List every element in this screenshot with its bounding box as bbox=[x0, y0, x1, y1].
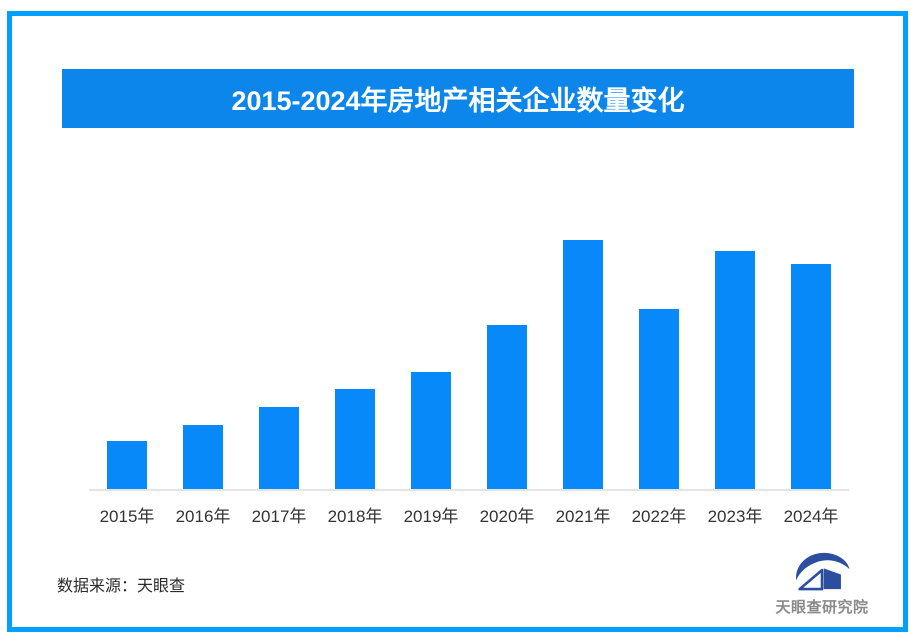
bar-cell bbox=[89, 200, 165, 489]
data-source-note: 数据来源：天眼查 bbox=[57, 578, 186, 595]
bar-2019年 bbox=[411, 372, 451, 489]
bar-cell bbox=[621, 200, 697, 489]
bar-2015年 bbox=[107, 441, 147, 489]
x-axis-line bbox=[89, 489, 849, 491]
x-axis-labels: 2015年 2016年 2017年 2018年 2019年 2020年 2021年 2022年… bbox=[89, 502, 849, 527]
title-banner: 2015-2024年房地产相关企业数量变化 bbox=[62, 69, 854, 128]
bar-cell bbox=[697, 200, 773, 489]
bar-cell bbox=[241, 200, 317, 489]
tianyancha-eye-house-icon bbox=[796, 552, 850, 591]
bar-2024年 bbox=[791, 264, 831, 489]
bar-2023年 bbox=[715, 251, 755, 489]
x-tick-label: 2020年 bbox=[479, 507, 535, 526]
bar-cell bbox=[773, 200, 849, 489]
x-tick-label: 2018年 bbox=[327, 507, 383, 526]
bar-2022年 bbox=[639, 309, 679, 489]
x-tick-label: 2016年 bbox=[175, 507, 231, 526]
bar-2021年 bbox=[563, 240, 603, 489]
bar-chart bbox=[89, 200, 849, 489]
chart-title: 2015-2024年房地产相关企业数量变化 bbox=[231, 86, 685, 116]
bar-cell bbox=[469, 200, 545, 489]
x-tick-label: 2021年 bbox=[555, 507, 611, 526]
x-tick-label: 2019年 bbox=[403, 507, 459, 526]
bar-2018年 bbox=[335, 389, 375, 489]
bar-cell bbox=[317, 200, 393, 489]
bar-cell bbox=[393, 200, 469, 489]
tianyancha-logo: 天眼查研究院 bbox=[762, 549, 882, 617]
x-tick-label: 2015年 bbox=[99, 507, 155, 526]
x-tick-label: 2022年 bbox=[631, 507, 687, 526]
bar-2017年 bbox=[259, 407, 299, 489]
logo-text: 天眼查研究院 bbox=[775, 599, 869, 616]
bar-cell bbox=[545, 200, 621, 489]
x-tick-label: 2023年 bbox=[707, 507, 763, 526]
x-tick-label: 2024年 bbox=[783, 507, 839, 526]
bar-cell bbox=[165, 200, 241, 489]
x-tick-label: 2017年 bbox=[251, 507, 307, 526]
bar-2020年 bbox=[487, 325, 527, 489]
bar-2016年 bbox=[183, 425, 223, 489]
